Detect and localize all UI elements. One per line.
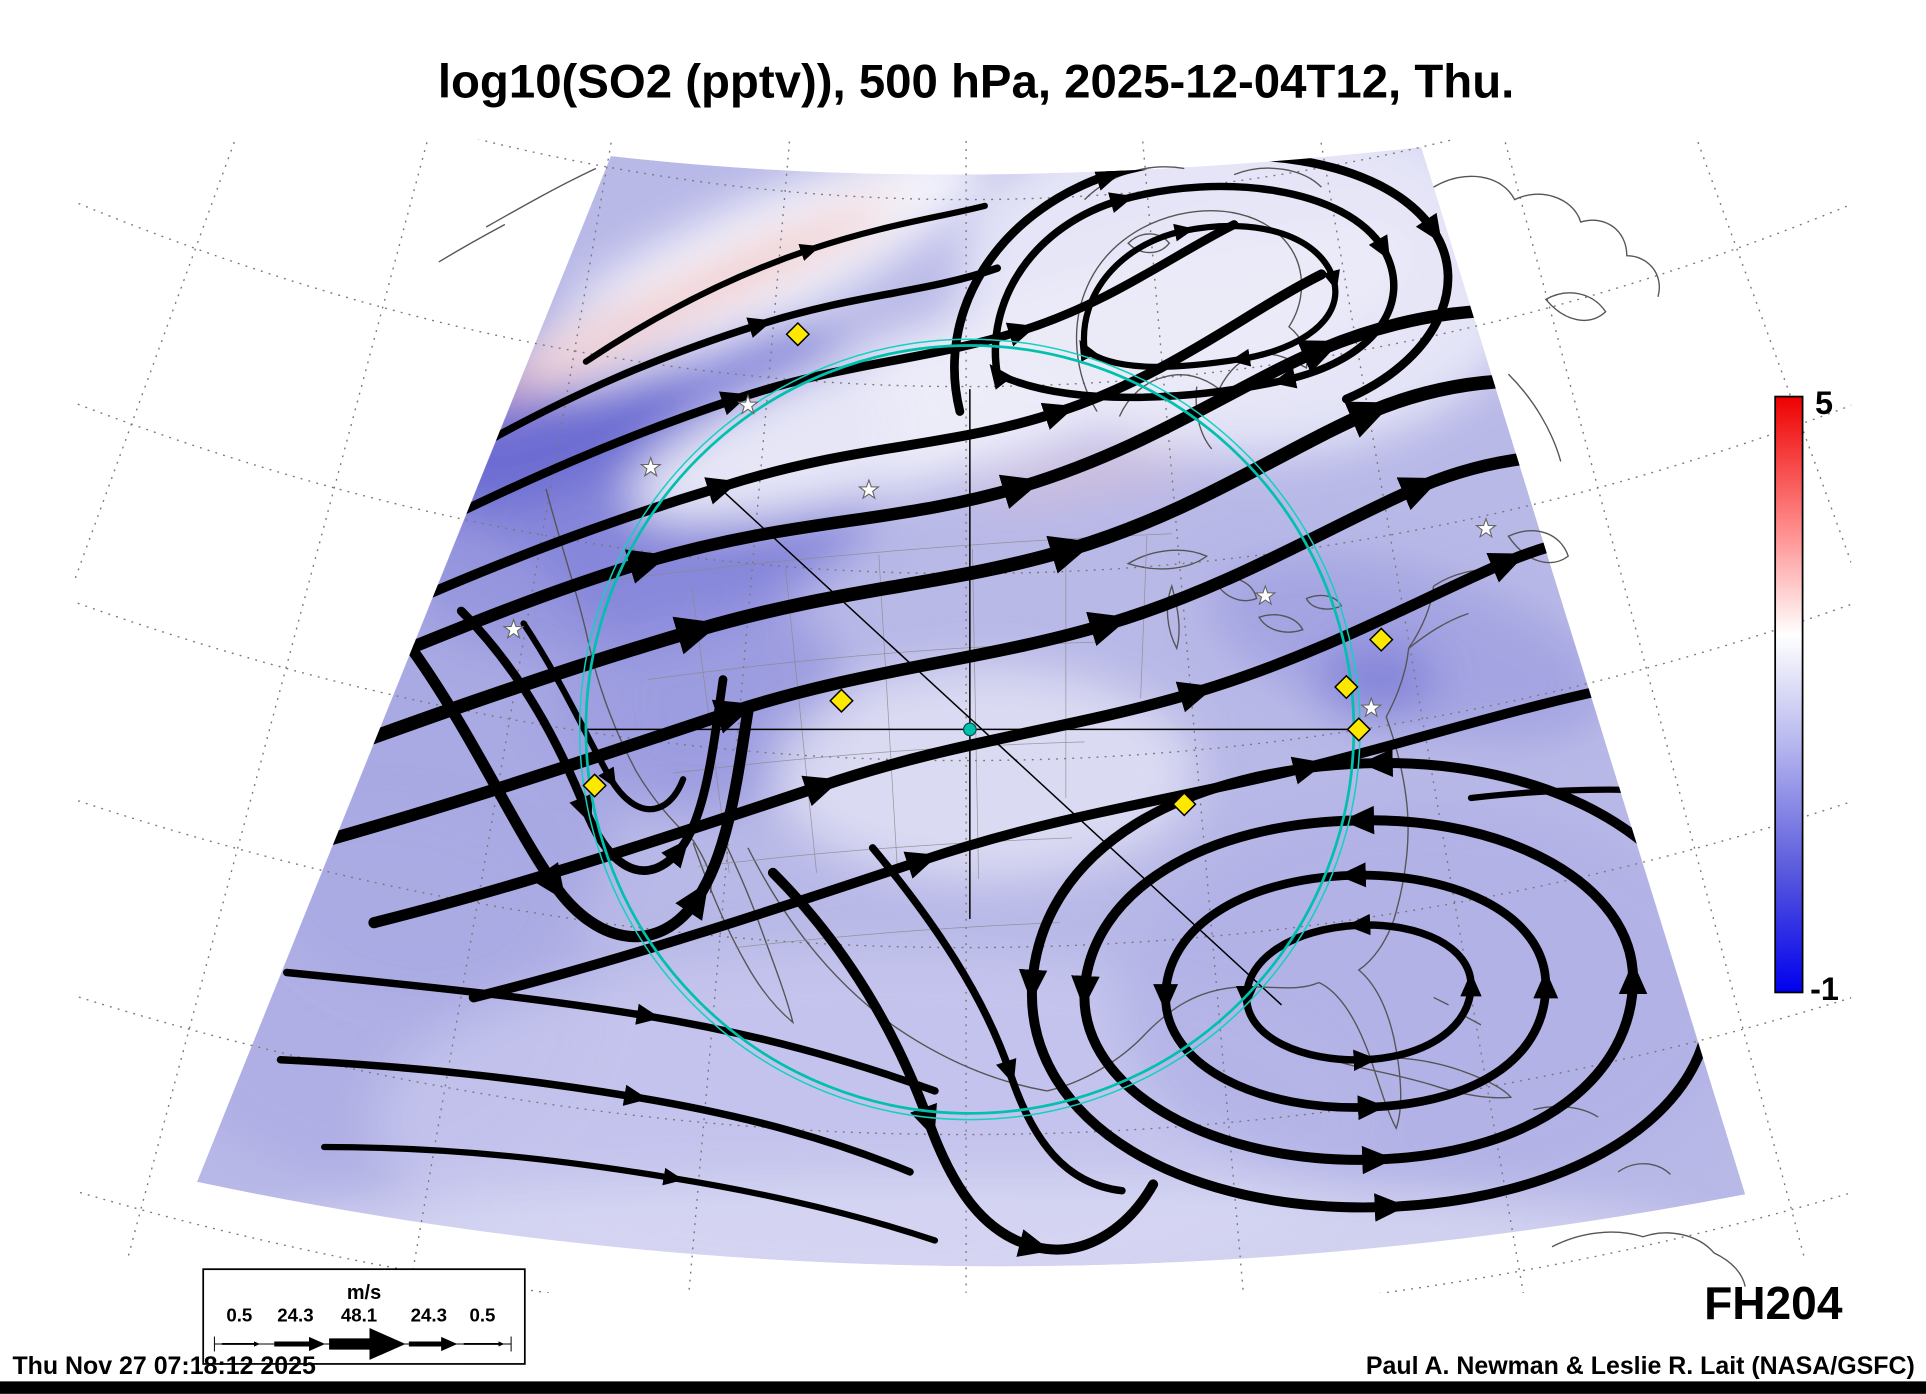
wind-legend-tick: 48.1 — [341, 1305, 377, 1326]
wind-legend-tick: 24.3 — [277, 1305, 313, 1326]
wind-legend-tick: 24.3 — [411, 1305, 447, 1326]
wind-legend-units: m/s — [347, 1282, 381, 1304]
graticule-line — [74, 798, 1852, 949]
footer-timestamp: Thu Nov 27 07:18:12 2025 — [12, 1352, 316, 1380]
coastline — [692, 837, 795, 1025]
streamline — [282, 968, 939, 1095]
plot-title: log10(SO2 (pptv)), 500 hPa, 2025-12-04T1… — [438, 55, 1514, 108]
coastline — [1433, 996, 1599, 1118]
coastline — [1551, 1163, 1746, 1287]
streamline — [868, 844, 1126, 1195]
streamline — [1080, 226, 1335, 367]
graticule-line — [477, 139, 1455, 201]
coastline — [438, 167, 597, 263]
streamline — [246, 1229, 539, 1250]
wind-legend-tick: 0.5 — [226, 1305, 252, 1326]
coastline — [1433, 175, 1660, 298]
footer-credit: Paul A. Newman & Leslie R. Lait (NASA/GS… — [1366, 1352, 1915, 1380]
bottom-bar — [0, 1381, 1926, 1394]
streamline — [767, 867, 1159, 1257]
colorbar-max-label: 5 — [1815, 385, 1833, 421]
coastline — [1507, 292, 1607, 462]
graticule-line — [126, 139, 429, 1261]
colorbar: 5 -1 — [1774, 385, 1839, 1007]
wind-legend-arrows — [213, 1327, 512, 1361]
graticule-line — [688, 139, 791, 1293]
graticule-line — [408, 139, 613, 1293]
streamline — [1018, 748, 1713, 1222]
trajectory-diagonal-line — [720, 488, 1283, 1006]
graticule-line — [74, 139, 236, 582]
streamline — [321, 1143, 939, 1244]
graticule-line — [1503, 139, 1806, 1261]
forecast-hour-label: FH204 — [1704, 1277, 1843, 1329]
circle-center-marker — [963, 722, 977, 737]
colorbar-gradient — [1774, 395, 1804, 994]
streamline — [991, 186, 1393, 402]
streamline — [469, 264, 1002, 453]
streamline — [276, 1056, 914, 1176]
wind-legend-tick: 0.5 — [469, 1305, 495, 1326]
wind-scale-legend: m/s 0.5 24.3 48.1 24.3 0.5 — [202, 1268, 526, 1365]
graticule-line — [1319, 139, 1524, 1293]
colorbar-min-label: -1 — [1810, 971, 1839, 1007]
streamline — [582, 202, 988, 365]
